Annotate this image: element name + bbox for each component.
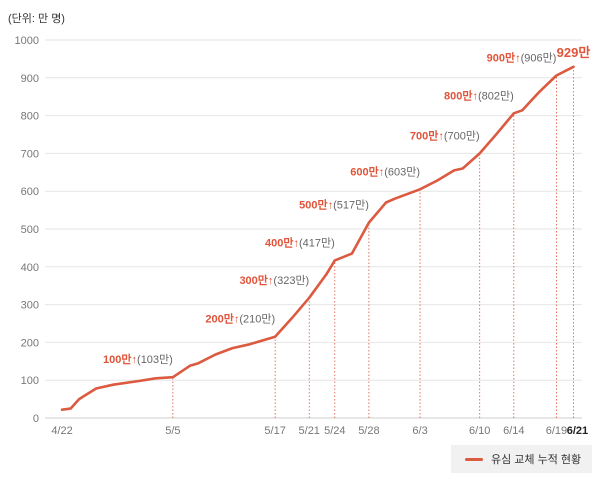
- y-tick-label: 1000: [15, 35, 39, 47]
- milestone-annotation: 400만↑(417만): [265, 235, 335, 249]
- milestone-annotation: 200만↑(210만): [205, 312, 275, 326]
- milestone-annotation: 600만↑(603만): [350, 164, 420, 178]
- milestone-annotation: 900만↑(906만): [487, 51, 557, 65]
- final-value-label: 929만: [557, 45, 591, 60]
- y-tick-label: 600: [21, 186, 39, 198]
- x-tick-label: 4/22: [51, 425, 72, 437]
- milestone-annotation: 500만↑(517만): [299, 198, 369, 212]
- x-tick-label: 5/24: [324, 425, 345, 437]
- y-tick-label: 300: [21, 300, 39, 312]
- y-tick-label: 500: [21, 224, 39, 236]
- line-chart: 0 100 200 300 400 500 600 700 800 900 1000 4/22 5/5 5…: [15, 35, 591, 437]
- milestone-annotation: 700만↑(700만): [410, 128, 480, 142]
- x-tick-label: 6/21: [567, 425, 588, 437]
- y-tick-label: 800: [21, 111, 39, 123]
- y-tick-label: 400: [21, 262, 39, 274]
- series-line: [60, 65, 575, 412]
- unit-label: (단위: 만 명): [8, 13, 65, 25]
- legend-label: 유심 교체 누적 현황: [491, 454, 582, 466]
- x-tick-label: 5/28: [358, 425, 379, 437]
- x-tick-label: 6/10: [469, 425, 490, 437]
- y-tick-label: 100: [21, 375, 39, 387]
- x-tick-label: 5/5: [165, 425, 180, 437]
- milestone-annotation: 100만↑(103만): [103, 352, 173, 366]
- legend: 유심 교체 누적 현황: [451, 445, 592, 473]
- x-tick-label: 6/19: [546, 425, 567, 437]
- x-tick-label: 6/14: [503, 425, 524, 437]
- milestone-annotation: 800만↑(802만): [444, 88, 514, 102]
- x-tick-label: 5/17: [264, 425, 285, 437]
- y-tick-label: 0: [33, 413, 39, 425]
- x-tick-label: 5/21: [299, 425, 320, 437]
- y-tick-label: 700: [21, 148, 39, 160]
- y-tick-label: 900: [21, 73, 39, 85]
- milestone-annotation: 300만↑(323만): [239, 273, 309, 287]
- y-tick-label: 200: [21, 337, 39, 349]
- legend-swatch: [465, 457, 483, 461]
- x-tick-label: 6/3: [412, 425, 427, 437]
